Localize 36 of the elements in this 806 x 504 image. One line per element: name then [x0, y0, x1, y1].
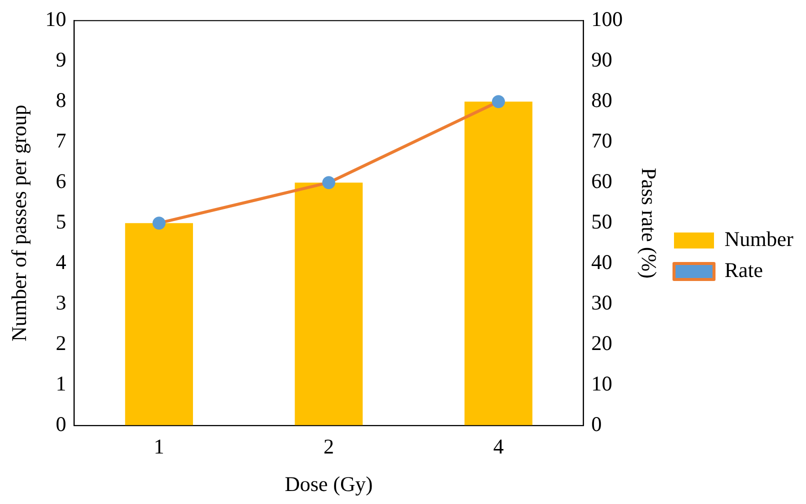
point: [322, 176, 336, 190]
y2-tick-label: 20: [591, 331, 612, 356]
x-axis-title: Dose (Gy): [284, 472, 373, 496]
y-tick-label: 5: [56, 210, 66, 234]
y2-tick-label: 30: [591, 290, 612, 315]
legend-label: Number: [724, 227, 794, 252]
x-tick-label: 2: [324, 434, 334, 459]
y-tick-label: 4: [56, 250, 67, 274]
y-tick-label: 1: [56, 372, 66, 396]
y2-tick-label: 40: [591, 250, 612, 274]
x-tick-label: 4: [493, 434, 504, 459]
y2-tick-label: 0: [591, 412, 602, 436]
bar: [294, 182, 363, 426]
y2-tick-label: 60: [591, 169, 612, 194]
bar: [464, 102, 532, 426]
y2-tick-label: 80: [591, 88, 612, 112]
y-tick-label: 10: [45, 7, 66, 32]
y-tick-label: 6: [56, 169, 66, 194]
point: [152, 216, 166, 230]
y2-tick-label: 50: [591, 210, 612, 234]
x-tick-label: 1: [154, 434, 164, 459]
y-tick-label: 2: [56, 331, 66, 356]
bar: [125, 223, 193, 426]
y-tick-label: 0: [56, 412, 66, 436]
y2-axis-title: Pass rate (%): [636, 168, 661, 278]
point: [492, 95, 505, 108]
y-tick-label: 7: [56, 128, 66, 153]
legend-label: Rate: [724, 258, 763, 282]
y2-tick-label: 90: [591, 48, 612, 72]
y-tick-label: 9: [56, 48, 66, 72]
y2-tick-label: 70: [591, 128, 612, 153]
y-tick-label: 8: [56, 88, 66, 112]
y-axis-title: Number of passes per group: [7, 104, 32, 342]
y2-tick-label: 100: [591, 7, 623, 32]
y-tick-label: 3: [56, 290, 66, 315]
y2-tick-label: 10: [591, 372, 612, 396]
